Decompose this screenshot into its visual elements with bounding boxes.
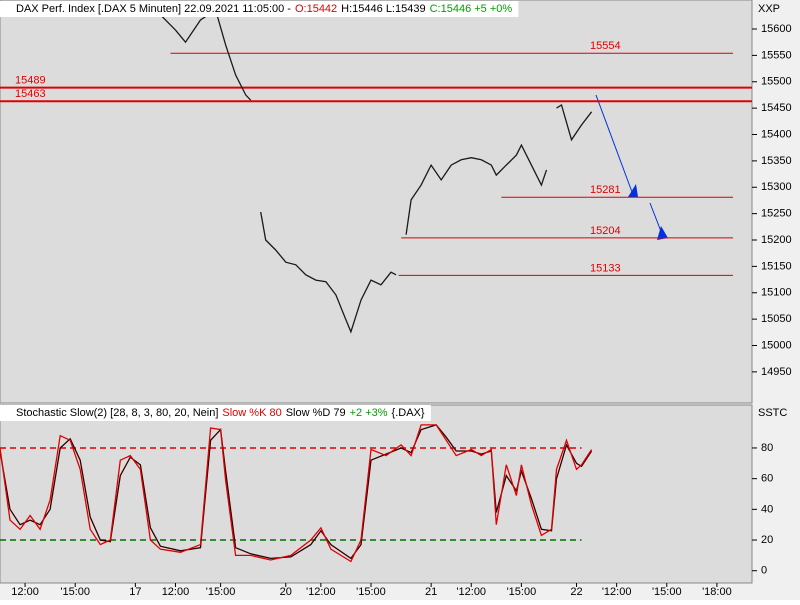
arrow: [649, 202, 663, 235]
level-label: 15489: [15, 74, 46, 86]
header-title: Stochastic Slow(2) [28, 8, 3, 80, 20, Ne…: [16, 407, 218, 419]
x-tick-label: '15:00: [356, 586, 386, 598]
y-tick-label: 15300: [761, 181, 792, 193]
y-tick-label: 60: [761, 473, 773, 485]
y-tick-label: 20: [761, 534, 773, 546]
x-tick-label: '15:00: [507, 586, 537, 598]
y-tick-label: 15400: [761, 128, 792, 140]
header-title: DAX Perf. Index [.DAX 5 Minuten] 22.09.2…: [16, 3, 291, 15]
y-tick-label: 40: [761, 503, 773, 515]
y-axis-label: SSTC: [758, 407, 787, 419]
x-tick-label: 12:00: [162, 586, 190, 598]
header-item: Slow %K 80: [222, 407, 281, 419]
x-tick-label: 20: [280, 586, 292, 598]
y-tick-label: 15200: [761, 234, 792, 246]
y-tick-label: 15050: [761, 313, 792, 325]
y-tick-label: 14950: [761, 366, 792, 378]
panel-header: DAX Perf. Index [.DAX 5 Minuten] 22.09.2…: [16, 3, 512, 15]
x-tick-label: '12:00: [306, 586, 336, 598]
header-box: [0, 1, 519, 17]
y-tick-label: 15150: [761, 260, 792, 272]
level-label: 15554: [590, 40, 621, 52]
price-panel: [0, 0, 753, 404]
header-item: {.DAX}: [392, 407, 425, 419]
x-tick-label: '12:00: [602, 586, 632, 598]
y-axis-label: XXP: [758, 3, 780, 15]
panel-header: Stochastic Slow(2) [28, 8, 3, 80, 20, Ne…: [16, 407, 425, 419]
header-item: Slow %D 79: [286, 407, 346, 419]
y-tick-label: 15100: [761, 287, 792, 299]
x-tick-label: '15:00: [652, 586, 682, 598]
level-label: 15133: [590, 262, 621, 274]
level-label: 15463: [15, 88, 46, 100]
x-tick-label: 21: [425, 586, 437, 598]
x-tick-label: '18:00: [702, 586, 732, 598]
header-box: [0, 405, 431, 421]
level-label: 15281: [590, 184, 621, 196]
header-item: H:15446 L:15439: [341, 3, 425, 15]
header-item: +2 +3%: [350, 407, 388, 419]
y-tick-label: 15000: [761, 339, 792, 351]
x-tick-label: 22: [570, 586, 582, 598]
y-tick-label: 0: [761, 565, 767, 577]
series-line: [0, 424, 593, 563]
y-tick-label: 15600: [761, 23, 792, 35]
y-tick-label: 15550: [761, 49, 792, 61]
y-tick-label: 15350: [761, 155, 792, 167]
y-tick-label: 15250: [761, 208, 792, 220]
x-tick-label: '15:00: [206, 586, 236, 598]
arrow: [595, 94, 633, 193]
arrow-head: [628, 184, 638, 197]
y-tick-label: 15500: [761, 76, 792, 88]
x-tick-label: '15:00: [60, 586, 90, 598]
x-tick-label: 17: [129, 586, 141, 598]
x-tick-label: '12:00: [456, 586, 486, 598]
y-tick-label: 80: [761, 442, 773, 454]
x-tick-label: 12:00: [11, 586, 39, 598]
arrow-head: [657, 226, 668, 240]
stochastic-panel: [0, 404, 753, 584]
y-tick-label: 15450: [761, 102, 792, 114]
header-item: C:15446 +5 +0%: [430, 3, 513, 15]
header-item: O:15442: [295, 3, 337, 15]
level-label: 15204: [590, 225, 621, 237]
